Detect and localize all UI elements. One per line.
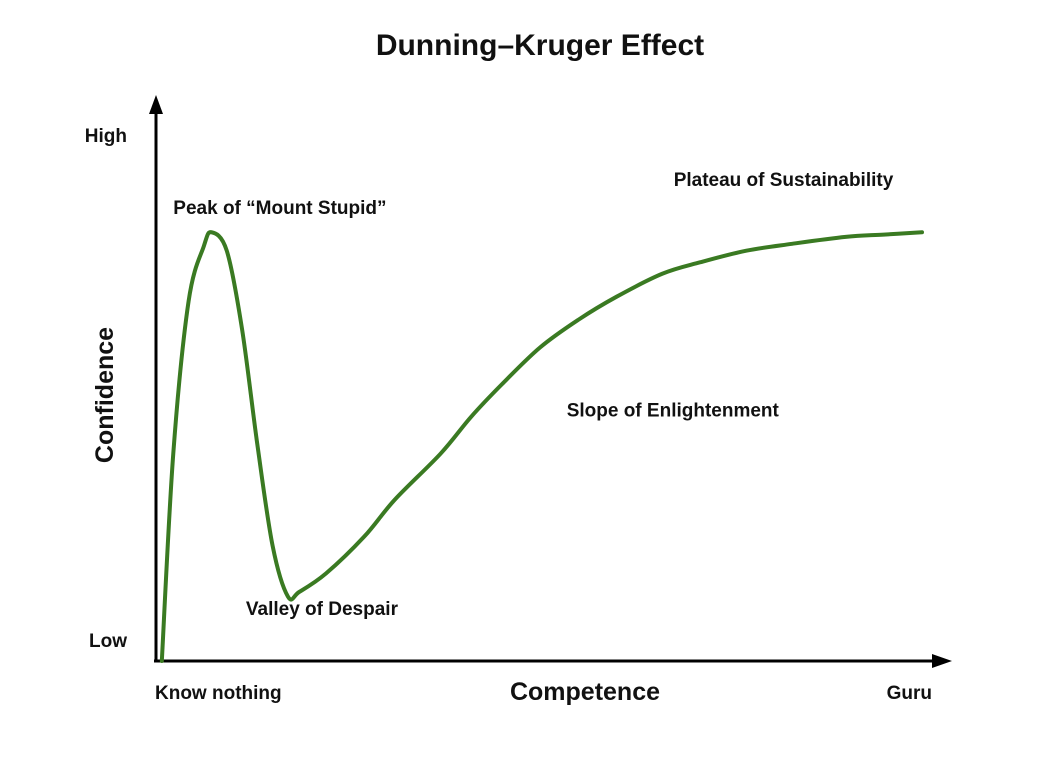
annotation-peak: Peak of “Mount Stupid” [173,198,386,219]
axes [149,95,952,668]
annotations: Peak of “Mount Stupid” Valley of Despair S… [173,170,893,620]
chart-title: Dunning–Kruger Effect [376,29,704,62]
annotation-plateau: Plateau of Sustainability [674,170,894,191]
x-axis-arrowhead [932,654,952,668]
annotation-valley: Valley of Despair [246,599,399,620]
x-axis-title: Competence [510,678,660,706]
x-tick-label-end: Guru [887,683,932,704]
y-tick-label-low: Low [89,631,127,652]
x-tick-label-start: Know nothing [155,683,282,704]
annotation-slope: Slope of Enlightenment [567,401,780,422]
y-tick-label-high: High [85,126,127,147]
series-line-confidence [159,230,924,663]
y-axis-arrowhead [149,95,163,114]
y-axis-title: Confidence [91,327,119,463]
